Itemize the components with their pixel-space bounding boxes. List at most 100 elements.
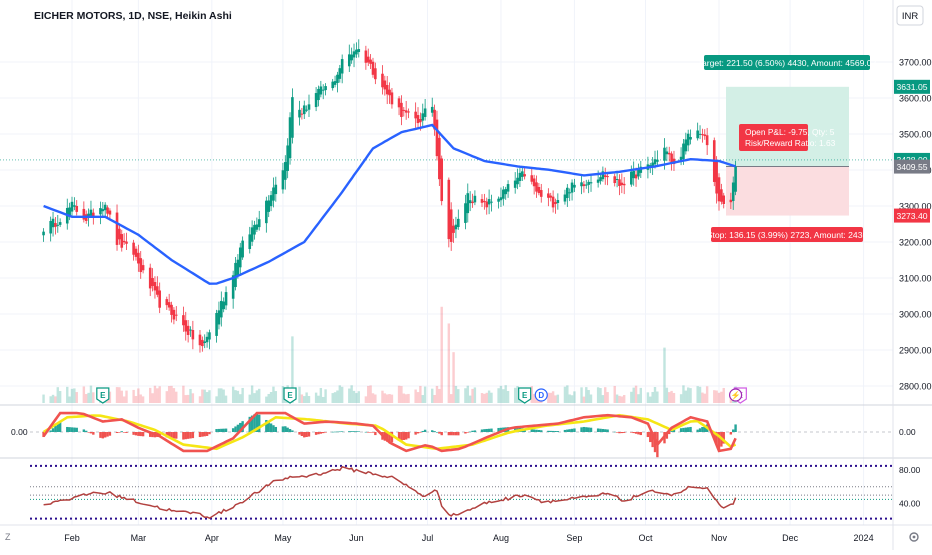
volume-bar xyxy=(220,388,223,403)
volume-bar xyxy=(663,347,666,403)
osc-histogram-bar xyxy=(554,430,557,432)
osc-histogram-bar xyxy=(639,432,642,436)
candle-body xyxy=(682,143,685,160)
osc-histogram-bar xyxy=(447,432,451,436)
volume-bar xyxy=(274,391,278,403)
candle-body xyxy=(286,145,289,171)
candle-body xyxy=(416,115,420,124)
candle-body xyxy=(563,194,567,202)
candle-body xyxy=(513,180,517,188)
osc-histogram-bar xyxy=(599,428,602,432)
osc-histogram-bar xyxy=(440,432,443,436)
osc-histogram-bar xyxy=(319,432,323,434)
osc-histogram-bar xyxy=(89,432,93,434)
time-axis[interactable]: Feb Mar Apr May Jun Jul Aug Sep Oct Nov Dec 2024 xyxy=(64,533,873,543)
candle-body xyxy=(637,169,640,177)
candle-body xyxy=(364,50,368,63)
volume-bar xyxy=(149,387,152,403)
osc-histogram-bar xyxy=(606,429,609,432)
candle-body xyxy=(720,189,723,202)
volume-bar xyxy=(419,385,422,403)
volume-bar xyxy=(231,386,235,403)
candle-body xyxy=(222,301,225,310)
osc-histogram-bar xyxy=(400,432,403,441)
osc-histogram-bar xyxy=(449,432,453,436)
volume-bar xyxy=(400,386,403,403)
volume-bar xyxy=(184,395,187,403)
volume-bar xyxy=(291,336,294,403)
candle-body xyxy=(452,225,455,233)
osc-histogram-bar xyxy=(371,432,375,433)
candle-body xyxy=(350,54,353,61)
osc-histogram-bar xyxy=(51,428,55,432)
candle-body xyxy=(255,224,259,230)
time-tick-label: Nov xyxy=(711,533,728,543)
osc-histogram-bar xyxy=(68,427,71,432)
osc-histogram-bar xyxy=(563,429,567,432)
volume-bar xyxy=(649,396,652,403)
osc-histogram-bar xyxy=(167,432,171,438)
osc-histogram-bar xyxy=(231,428,235,432)
candle-body xyxy=(68,207,71,216)
rsi-tick-label: 80.00 xyxy=(899,465,921,475)
osc-histogram-bar xyxy=(331,431,334,433)
candle-body xyxy=(132,242,135,255)
volume-bar xyxy=(153,385,157,403)
candle-body xyxy=(698,133,702,135)
volume-bar xyxy=(224,395,228,403)
volume-bar xyxy=(371,393,375,403)
osc-histogram-bar xyxy=(587,427,590,432)
candle-body xyxy=(490,201,493,203)
volume-bar xyxy=(651,391,654,403)
price-badge: 3273.40 xyxy=(894,208,930,223)
volume-bar xyxy=(92,392,95,403)
currency-button[interactable] xyxy=(896,5,924,26)
candle-body xyxy=(381,73,384,88)
volume-bar xyxy=(464,388,467,403)
osc-histogram-bar xyxy=(589,427,593,432)
osc-histogram-bar xyxy=(108,432,112,436)
stop-label[interactable]: Stop: 136.15 (3.99%) 2723, Amount: 2436 xyxy=(707,227,868,242)
osc-histogram-bar xyxy=(634,432,638,434)
osc-histogram-bar xyxy=(255,413,259,432)
price-tick-label: 3000.00 xyxy=(899,310,932,320)
candle-body xyxy=(499,197,503,201)
moving-average-line xyxy=(43,123,736,285)
osc-histogram-bar xyxy=(364,431,368,433)
volume-bar xyxy=(717,392,721,403)
volume-bar xyxy=(701,392,704,403)
candle-body xyxy=(580,182,583,187)
volume-bar xyxy=(720,391,723,403)
osc-histogram-bar xyxy=(623,432,626,433)
event-markers[interactable]: EEEED⚡ xyxy=(96,387,747,404)
symbol-title[interactable]: EICHER MOTORS, 1D, NSE, Heikin Ashi xyxy=(34,10,232,22)
volume-bar xyxy=(186,394,190,403)
candle-body xyxy=(307,104,311,110)
candle-body xyxy=(215,313,218,336)
candle-body xyxy=(383,80,387,90)
svg-text:Open P&L: -9.75, Qty: 5: Open P&L: -9.75, Qty: 5 xyxy=(745,127,835,137)
candle-body xyxy=(407,111,410,113)
volume-bar xyxy=(205,392,209,403)
time-tick-label: Feb xyxy=(64,533,80,543)
volume-bar xyxy=(175,391,178,403)
svg-text:3273.40: 3273.40 xyxy=(896,211,927,221)
osc-histogram-bar xyxy=(265,419,268,432)
open-pnl-label[interactable]: Open P&L: -9.75, Qty: 5 Risk/Reward Rati… xyxy=(739,124,836,151)
volume-bar xyxy=(364,396,368,403)
candle-body xyxy=(497,198,500,202)
osc-histogram-bar xyxy=(483,429,486,432)
candle-body xyxy=(70,201,74,212)
candle-body xyxy=(679,156,683,162)
candle-body xyxy=(539,190,543,197)
target-label[interactable]: Target: 221.50 (6.50%) 4430, Amount: 456… xyxy=(698,55,877,70)
currency-label: INR xyxy=(902,11,919,22)
candle-body xyxy=(224,292,228,306)
corner-z-label[interactable]: Z xyxy=(5,532,11,542)
volume-bar xyxy=(165,391,168,403)
volume-bar xyxy=(234,390,237,403)
gear-icon[interactable] xyxy=(909,532,919,542)
candle-body xyxy=(333,81,337,85)
volume-bar xyxy=(646,392,650,403)
